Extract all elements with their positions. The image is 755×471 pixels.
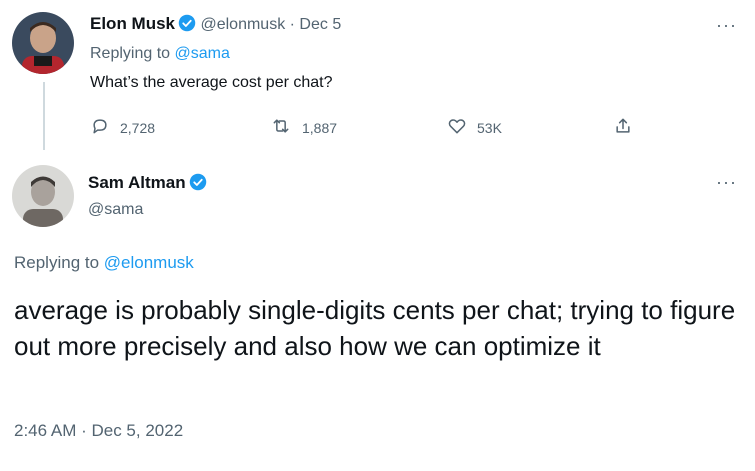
retweet-icon [270, 116, 302, 139]
replying-to-label: Replying to [90, 45, 175, 62]
share-button[interactable] [613, 116, 643, 139]
replying-to-mention[interactable]: @sama [174, 45, 230, 62]
reply-count: 2,728 [120, 119, 156, 136]
sam-altman-avatar[interactable] [12, 165, 74, 227]
reply-icon [90, 116, 120, 139]
tweet1-replying-to: Replying to @sama [90, 45, 230, 63]
tweet2-timestamp[interactable]: 2:46 AM · Dec 5, 2022 [14, 421, 184, 440]
tweet1-separator: · [289, 16, 295, 33]
thread-connector-line [43, 82, 45, 150]
tweet2-author-name[interactable]: Sam Altman [88, 173, 186, 192]
replying-to-label: Replying to [14, 253, 104, 272]
like-count: 53K [477, 119, 502, 136]
retweet-button[interactable]: 1,887 [270, 116, 337, 139]
retweet-count: 1,887 [302, 119, 338, 136]
like-button[interactable]: 53K [447, 116, 502, 139]
heart-icon [447, 116, 477, 139]
tweet1-header: Elon Musk @elonmusk · Dec 5 [90, 14, 341, 37]
more-options-icon[interactable]: ··· [716, 172, 737, 192]
tweet2-handle[interactable]: @sama [88, 201, 144, 218]
more-options-icon[interactable]: ··· [716, 15, 737, 35]
replying-to-mention[interactable]: @elonmusk [103, 253, 194, 272]
tweet2-name-row: Sam Altman [88, 173, 207, 196]
verified-badge-icon [178, 14, 196, 37]
tweet1-handle[interactable]: @elonmusk [200, 16, 286, 33]
tweet1-text: What’s the average cost per chat? [90, 74, 333, 91]
tweet1-date[interactable]: Dec 5 [299, 16, 342, 33]
tweet1-actions: 2,728 1,887 53K [90, 116, 650, 138]
tweet2-text: average is probably single-digits cents … [14, 295, 736, 361]
tweet2-replying-to: Replying to @elonmusk [14, 253, 194, 273]
tweet1-author-name[interactable]: Elon Musk [90, 14, 176, 33]
share-icon [613, 116, 643, 139]
elon-musk-avatar[interactable] [12, 12, 74, 74]
reply-button[interactable]: 2,728 [90, 116, 155, 139]
verified-badge-icon [189, 173, 207, 196]
